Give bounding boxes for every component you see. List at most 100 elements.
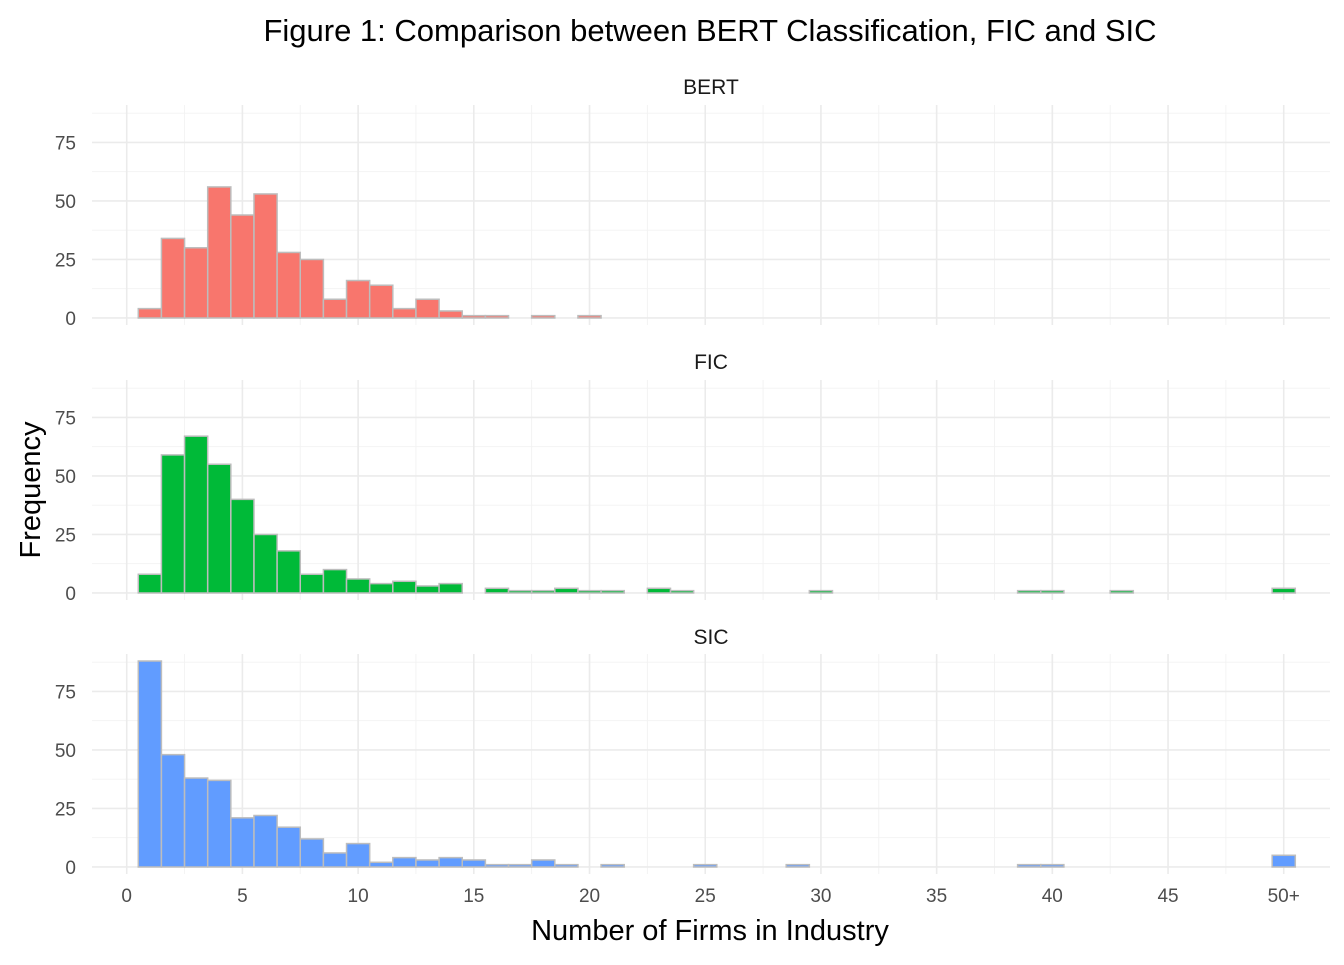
y-tick-label: 75 (55, 133, 76, 154)
bar (554, 863, 579, 868)
bar (299, 573, 325, 594)
bar (345, 842, 371, 868)
bar (230, 498, 255, 594)
bar (507, 589, 533, 594)
bar (669, 589, 695, 594)
bar (276, 826, 302, 868)
bar (484, 587, 510, 594)
bar (600, 863, 625, 868)
x-axis-title: Number of Firms in Industry (531, 915, 889, 947)
facet-label: FIC (694, 351, 728, 374)
bar (646, 587, 672, 594)
bar (392, 856, 417, 868)
bars-sic (137, 660, 1297, 868)
y-tick-label: 25 (55, 799, 76, 820)
y-tick-label: 50 (55, 192, 76, 213)
bar (438, 856, 463, 868)
chart-title: Figure 1: Comparison between BERT Classi… (263, 13, 1156, 48)
facet-panel-fic: FIC 0 25 50 75 (55, 351, 1330, 605)
bar (484, 863, 510, 868)
bar (554, 587, 579, 594)
x-tick-label: 25 (695, 886, 716, 907)
y-tick-label: 0 (65, 858, 76, 879)
y-tick-label: 75 (55, 682, 76, 703)
bars-fic (137, 435, 1297, 594)
bar (160, 454, 186, 594)
bar (600, 589, 625, 594)
bar (345, 279, 371, 319)
bar (253, 814, 278, 868)
x-tick-label: 0 (121, 886, 132, 907)
bar (368, 582, 394, 594)
bar (507, 863, 533, 868)
x-axis: 0 5 10 15 20 25 30 35 40 45 50+ (121, 886, 1299, 907)
x-tick-label: 30 (810, 886, 831, 907)
bar (808, 589, 834, 594)
x-tick-label: 40 (1042, 886, 1063, 907)
bar (785, 863, 811, 868)
bar (530, 314, 556, 319)
bar (160, 753, 186, 868)
y-tick-label: 50 (55, 467, 76, 488)
bar (392, 307, 417, 319)
bar (183, 435, 209, 594)
bar (160, 237, 186, 319)
bar (230, 214, 255, 319)
bar (368, 284, 394, 319)
bar (1039, 589, 1065, 594)
bar (253, 533, 278, 594)
bar (183, 777, 209, 868)
bar (577, 314, 602, 319)
x-tick-label: 15 (463, 886, 484, 907)
bar (438, 582, 463, 594)
bars-bert (137, 186, 602, 319)
bar (276, 550, 302, 594)
facet-panel-bert: BERT 0 25 50 75 (55, 76, 1330, 330)
bar (577, 589, 602, 594)
y-tick-label: 25 (55, 525, 76, 546)
bar (1109, 589, 1135, 594)
x-tick-label: 50+ (1268, 886, 1300, 907)
bar (1271, 587, 1297, 594)
bar (530, 859, 556, 868)
bar (1271, 854, 1297, 868)
y-tick-label: 50 (55, 741, 76, 762)
bar (183, 247, 209, 319)
bar (299, 258, 325, 319)
bar (299, 838, 325, 868)
y-axis-title: Frequency (15, 421, 47, 559)
bar (206, 779, 232, 868)
bar (1039, 863, 1065, 868)
y-tick-label: 25 (55, 250, 76, 271)
bar (137, 660, 163, 868)
bar (137, 573, 163, 594)
y-tick-label: 0 (65, 309, 76, 330)
bar (322, 568, 348, 594)
bar (1016, 863, 1042, 868)
bar (206, 186, 232, 319)
bar (415, 298, 440, 319)
facet-panel-sic: SIC 0 25 50 75 (55, 626, 1330, 879)
bar (230, 817, 255, 868)
bar (1016, 589, 1042, 594)
bar (415, 859, 440, 868)
y-tick-label: 0 (65, 584, 76, 605)
facet-panels: BERT 0 25 50 75 FIC 0 25 50 75 SIC 0 25 50 75 (55, 76, 1330, 879)
x-tick-label: 5 (237, 886, 248, 907)
bar (461, 859, 487, 868)
bar (461, 314, 487, 319)
bar (368, 861, 394, 868)
bar (392, 580, 417, 594)
facet-label: BERT (683, 76, 739, 99)
x-tick-label: 35 (926, 886, 947, 907)
bar (692, 863, 718, 868)
bar (415, 585, 440, 594)
bar (253, 193, 278, 319)
x-tick-label: 10 (348, 886, 369, 907)
bar (137, 307, 163, 319)
y-tick-label: 75 (55, 408, 76, 429)
bar (438, 310, 463, 319)
x-tick-label: 20 (579, 886, 600, 907)
